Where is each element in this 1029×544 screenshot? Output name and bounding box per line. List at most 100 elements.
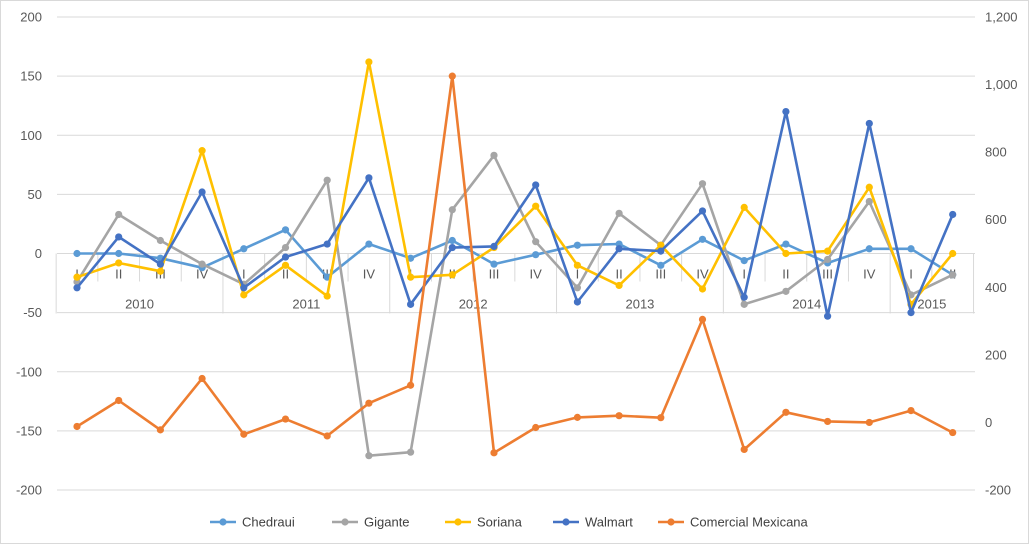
data-point-gigante bbox=[323, 176, 331, 184]
year-label: 2012 bbox=[459, 297, 488, 312]
data-point-gigante bbox=[156, 236, 164, 245]
data-point-gigante bbox=[115, 210, 123, 219]
y-left-tick-label: 200 bbox=[20, 10, 42, 25]
year-label: 2011 bbox=[292, 297, 320, 312]
y-left-tick-label: 0 bbox=[35, 246, 42, 261]
data-point-gigante bbox=[532, 238, 540, 246]
data-point-walmart bbox=[407, 300, 415, 308]
data-point-comercial-mexicana bbox=[240, 430, 248, 438]
quarter-label: I bbox=[909, 267, 913, 282]
data-point-chedraui bbox=[657, 261, 665, 269]
data-point-comercial-mexicana bbox=[698, 315, 707, 323]
data-point-walmart bbox=[490, 242, 498, 251]
year-label: 2010 bbox=[125, 297, 154, 312]
data-point-comercial-mexicana bbox=[73, 422, 81, 431]
data-point-soriana bbox=[156, 267, 164, 275]
data-point-comercial-mexicana bbox=[532, 423, 540, 432]
legend-item-walmart: Walmart bbox=[553, 515, 633, 530]
data-point-comercial-mexicana bbox=[407, 381, 415, 389]
data-point-walmart bbox=[949, 210, 957, 219]
data-point-soriana bbox=[448, 271, 456, 279]
data-point-chedraui bbox=[407, 254, 415, 262]
data-point-comercial-mexicana bbox=[615, 412, 623, 420]
y-left-tick-label: 150 bbox=[20, 69, 42, 84]
data-point-soriana bbox=[198, 147, 206, 155]
data-point-walmart bbox=[323, 240, 331, 248]
y-right-tick-label: 1,200 bbox=[985, 10, 1018, 25]
y-left-tick-label: -200 bbox=[16, 483, 42, 498]
legend-marker bbox=[562, 518, 570, 526]
y-right-tick-label: 200 bbox=[985, 347, 1007, 362]
series-line-soriana bbox=[76, 60, 954, 306]
data-point-comercial-mexicana bbox=[115, 396, 123, 405]
data-point-walmart bbox=[240, 284, 248, 292]
data-point-comercial-mexicana bbox=[657, 414, 665, 422]
data-point-soriana bbox=[782, 249, 790, 258]
quarter-label: I bbox=[576, 267, 580, 282]
quarter-label: III bbox=[655, 267, 666, 282]
data-point-soriana bbox=[824, 247, 832, 255]
data-point-gigante bbox=[782, 287, 790, 295]
data-point-chedraui bbox=[865, 245, 873, 253]
legend-marker bbox=[667, 518, 675, 526]
y-right-tick-label: 800 bbox=[985, 145, 1007, 160]
quarter-label: II bbox=[615, 267, 622, 282]
series-line-gigante bbox=[75, 154, 954, 458]
data-point-soriana bbox=[73, 273, 81, 281]
data-point-comercial-mexicana bbox=[907, 407, 915, 415]
data-point-soriana bbox=[657, 241, 665, 249]
data-point-walmart bbox=[615, 245, 623, 253]
data-point-chedraui bbox=[782, 240, 790, 248]
data-point-walmart bbox=[865, 119, 873, 128]
y-right-tick-label: 1,000 bbox=[985, 77, 1018, 92]
data-point-comercial-mexicana bbox=[824, 417, 832, 426]
data-point-gigante bbox=[407, 448, 415, 456]
legend-marker bbox=[454, 518, 462, 526]
data-point-soriana bbox=[240, 291, 248, 299]
data-point-walmart bbox=[448, 243, 456, 252]
year-label: 2014 bbox=[792, 297, 821, 312]
legend-label: Walmart bbox=[585, 515, 633, 530]
legend-label: Soriana bbox=[477, 515, 523, 530]
legend-label: Comercial Mexicana bbox=[690, 515, 809, 530]
data-point-comercial-mexicana bbox=[573, 413, 582, 421]
quarter-label: II bbox=[115, 267, 122, 282]
data-point-walmart bbox=[115, 233, 123, 241]
quarter-label: IV bbox=[863, 267, 876, 282]
data-point-chedraui bbox=[490, 260, 498, 268]
y-right-tick-label: -200 bbox=[985, 483, 1011, 498]
data-point-walmart bbox=[532, 181, 540, 189]
data-point-walmart bbox=[156, 260, 164, 268]
data-point-comercial-mexicana bbox=[865, 418, 873, 427]
data-point-gigante bbox=[949, 271, 957, 279]
data-point-comercial-mexicana bbox=[949, 428, 957, 437]
data-point-soriana bbox=[949, 249, 957, 258]
quarter-label: IV bbox=[530, 267, 543, 282]
data-point-gigante bbox=[615, 209, 623, 217]
data-point-soriana bbox=[323, 292, 331, 300]
quarter-label: III bbox=[822, 267, 833, 282]
legend: Chedraui Gigante Soriana Walmart Comercial M… bbox=[210, 515, 809, 530]
data-point-walmart bbox=[573, 298, 582, 306]
data-point-chedraui bbox=[740, 256, 748, 265]
data-point-chedraui bbox=[532, 251, 540, 259]
data-point-walmart bbox=[782, 108, 790, 116]
data-point-soriana bbox=[698, 285, 707, 293]
data-point-gigante bbox=[281, 243, 290, 252]
y-left-tick-label: -150 bbox=[16, 423, 42, 438]
data-point-gigante bbox=[824, 255, 832, 264]
data-point-soriana bbox=[532, 202, 540, 210]
y-left-tick-label: -50 bbox=[23, 305, 42, 320]
year-label: 2013 bbox=[625, 297, 654, 312]
data-point-walmart bbox=[281, 253, 290, 261]
quarter-label: IV bbox=[696, 267, 709, 282]
series-line-walmart bbox=[75, 110, 954, 318]
quarter-label: I bbox=[742, 267, 746, 282]
quarter-label: II bbox=[782, 267, 789, 282]
data-point-soriana bbox=[281, 261, 290, 269]
y-axis-left: 200 150 100 50 0 -50 -100 -150 -200 bbox=[16, 10, 42, 498]
data-point-chedraui bbox=[240, 245, 248, 253]
data-point-comercial-mexicana bbox=[448, 72, 456, 80]
data-point-walmart bbox=[907, 309, 915, 317]
legend-item-chedraui: Chedraui bbox=[210, 515, 295, 530]
